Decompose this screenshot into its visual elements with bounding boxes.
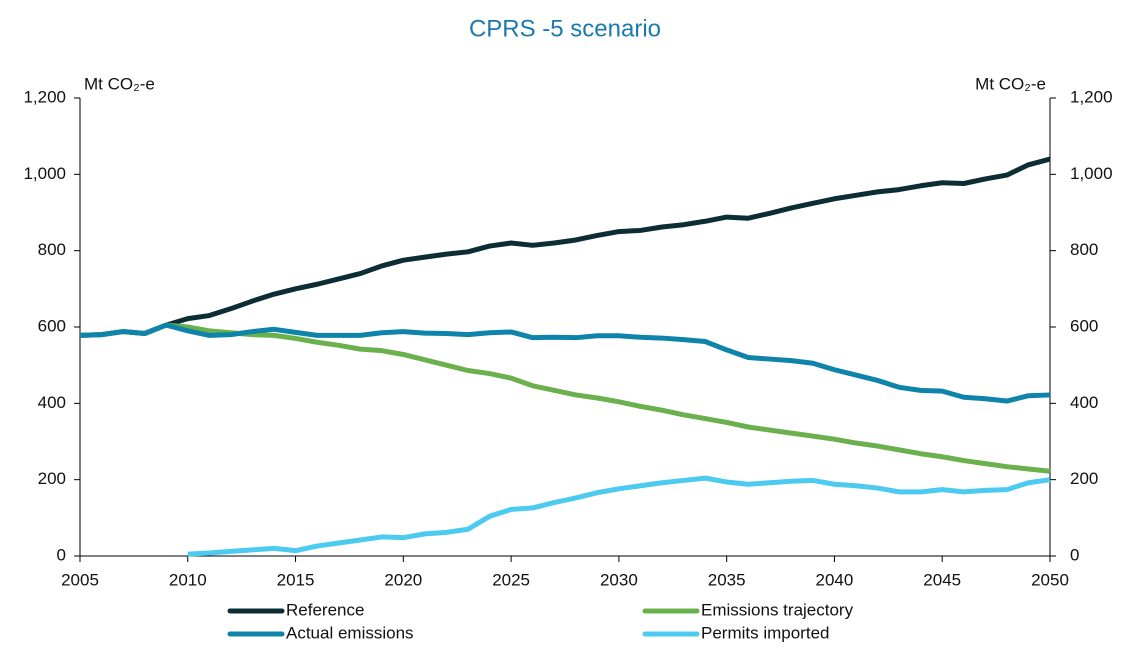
- y2-tick-label: 0: [1070, 545, 1079, 564]
- y-tick-label: 0: [57, 545, 66, 564]
- x-tick-label: 2010: [169, 570, 207, 589]
- x-tick-label: 2050: [1031, 570, 1069, 589]
- legend-label: Reference: [286, 600, 364, 619]
- y-tick-label: 400: [38, 393, 66, 412]
- y-tick-label: 600: [38, 316, 66, 335]
- series-line: [79, 322, 1051, 404]
- x-tick-label: 2020: [384, 570, 422, 589]
- series-line: [187, 475, 1051, 557]
- y-tick-label: 1,200: [23, 87, 66, 106]
- x-tick-label: 2045: [923, 570, 961, 589]
- y2-tick-label: 600: [1070, 316, 1098, 335]
- y2-tick-label: 400: [1070, 393, 1098, 412]
- legend-label: Permits imported: [701, 623, 829, 642]
- x-tick-label: 2040: [816, 570, 854, 589]
- legend-label: Emissions trajectory: [701, 600, 854, 619]
- y2-tick-label: 200: [1070, 469, 1098, 488]
- y2-axis-label: Mt CO₂-e: [975, 74, 1046, 93]
- y2-tick-label: 1,200: [1070, 87, 1113, 106]
- x-tick-label: 2035: [708, 570, 746, 589]
- y2-tick-label: 1,000: [1070, 164, 1113, 183]
- series-line: [79, 322, 1051, 474]
- chart-title: CPRS -5 scenario: [469, 15, 661, 42]
- y-axis-label: Mt CO₂-e: [84, 74, 155, 93]
- y2-tick-label: 800: [1070, 240, 1098, 259]
- x-tick-label: 2025: [492, 570, 530, 589]
- y-tick-label: 800: [38, 240, 66, 259]
- x-tick-label: 2030: [600, 570, 638, 589]
- y-tick-label: 200: [38, 469, 66, 488]
- series-line: [79, 156, 1051, 338]
- y-tick-label: 1,000: [23, 164, 66, 183]
- x-tick-label: 2005: [61, 570, 99, 589]
- legend-label: Actual emissions: [286, 623, 414, 642]
- x-tick-label: 2015: [277, 570, 315, 589]
